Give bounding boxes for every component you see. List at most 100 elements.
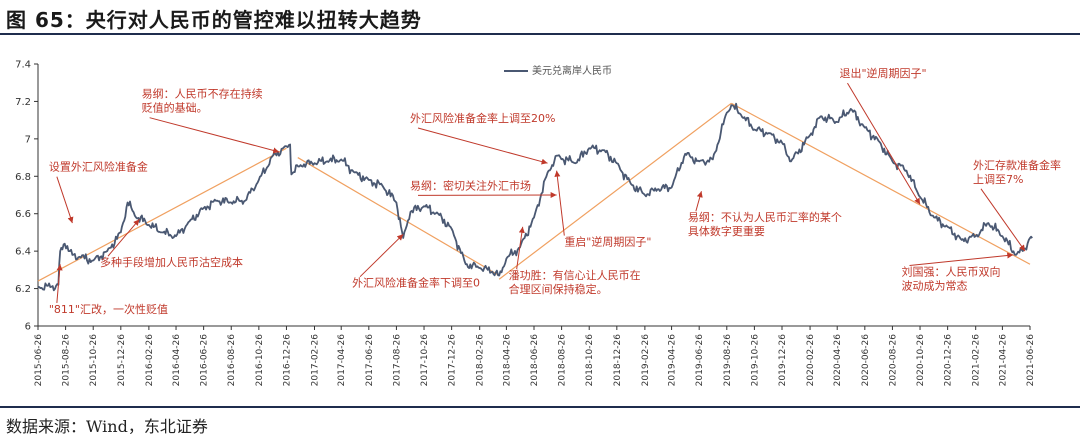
source-note: 数据来源：Wind，东北证券 bbox=[6, 417, 208, 436]
x-tick-label: 2017-04-26 bbox=[337, 334, 347, 387]
annotation: 外汇风险准备金率上调至20% bbox=[410, 111, 555, 165]
annotation-text: 合理区间保持稳定。 bbox=[509, 282, 608, 296]
x-tick-label: 2020-12-26 bbox=[944, 334, 954, 387]
x-tick-label: 2015-06-26 bbox=[34, 334, 44, 387]
x-tick-label: 2016-10-26 bbox=[255, 334, 265, 387]
annotation-arrow bbox=[359, 233, 404, 278]
y-tick-label: 7.2 bbox=[15, 97, 31, 108]
annotation-text: 外汇风险准备金率下调至0 bbox=[352, 276, 480, 290]
annotation: 重启"逆周期因子" bbox=[554, 170, 651, 249]
x-tick-label: 2020-04-26 bbox=[833, 334, 843, 387]
x-tick-label: 2017-02-26 bbox=[311, 334, 321, 387]
series-line bbox=[37, 102, 1033, 292]
x-tick-label: 2017-06-26 bbox=[365, 334, 375, 387]
trend-line bbox=[731, 102, 1031, 265]
bottom-rule bbox=[0, 406, 1080, 408]
annotation-text: 退出"逆周期因子" bbox=[839, 66, 926, 80]
top-rule bbox=[0, 33, 1080, 35]
x-tick-label: 2020-06-26 bbox=[861, 334, 871, 387]
annotation: "811"汇改，一次性贬值 bbox=[49, 264, 168, 316]
annotation-arrow bbox=[149, 117, 280, 154]
annotation: 设置外汇风险准备金 bbox=[49, 160, 148, 224]
annotation-text: 刘国强：人民币双向 bbox=[901, 264, 1000, 278]
annotation: 多种手段增加人民币沽空成本 bbox=[100, 219, 243, 269]
annotation-text: 易纲：人民币不存在持续 bbox=[142, 87, 263, 101]
annotation-text: 易纲：密切关注外汇市场 bbox=[410, 178, 531, 192]
y-tick-label: 6.2 bbox=[15, 284, 31, 295]
x-tick-label: 2016-02-26 bbox=[145, 334, 155, 387]
x-tick-label: 2020-08-26 bbox=[888, 334, 898, 387]
annotation-arrow bbox=[847, 82, 921, 205]
x-tick-label: 2020-10-26 bbox=[916, 334, 926, 387]
x-tick-label: 2018-06-26 bbox=[530, 334, 540, 387]
annotation-arrow bbox=[516, 226, 525, 270]
x-tick-label: 2016-08-26 bbox=[227, 334, 237, 387]
trend-line bbox=[37, 147, 287, 282]
annotation-text: 易纲：不认为人民币汇率的某个 bbox=[688, 210, 842, 224]
annotation-arrow bbox=[695, 191, 703, 212]
y-tick-label: 6.8 bbox=[15, 172, 31, 183]
x-axis: 2015-06-26 2015-08-26 2015-10-26 2015-12-26… bbox=[34, 325, 1036, 387]
x-tick-label: 2017-10-26 bbox=[420, 334, 430, 387]
annotation-arrow bbox=[909, 252, 1014, 266]
x-tick-label: 2019-08-26 bbox=[723, 334, 733, 387]
x-tick-label: 2016-04-26 bbox=[172, 334, 182, 387]
annotation: 退出"逆周期因子" bbox=[839, 66, 927, 205]
annotation-text: 波动成为常态 bbox=[901, 279, 967, 292]
x-tick-label: 2019-02-26 bbox=[641, 334, 651, 387]
x-tick-label: 2019-04-26 bbox=[668, 334, 678, 387]
annotation: 易纲：密切关注外汇市场 bbox=[410, 178, 557, 199]
x-tick-label: 2017-12-26 bbox=[448, 334, 458, 387]
annotation-text: 贬值的基础。 bbox=[142, 101, 208, 115]
annotation-text: 外汇风险准备金率上调至20% bbox=[410, 111, 555, 125]
annotation-arrow bbox=[56, 176, 74, 224]
x-tick-label: 2021-04-26 bbox=[998, 334, 1008, 387]
annotation-arrow bbox=[554, 170, 565, 236]
annotation-arrow bbox=[56, 264, 63, 303]
x-tick-label: 2015-08-26 bbox=[62, 334, 72, 387]
annotation-text: 潘功胜：有信心让人民币在 bbox=[509, 268, 641, 282]
annotation-arrow bbox=[417, 127, 548, 165]
trend-line bbox=[498, 102, 732, 280]
x-tick-label: 2018-10-26 bbox=[585, 334, 595, 387]
x-tick-label: 2019-06-26 bbox=[695, 334, 705, 387]
annotation-text: 多种手段增加人民币沽空成本 bbox=[100, 255, 243, 269]
y-tick-label: 6 bbox=[25, 322, 31, 333]
y-tick-label: 7.4 bbox=[15, 60, 31, 71]
annotation: 外汇风险准备金率下调至0 bbox=[352, 233, 480, 290]
y-axis: 6 6.2 6.4 6.6 6.8 7 7.2 7.4 bbox=[15, 60, 39, 333]
trend-lines bbox=[37, 102, 1031, 282]
y-tick-label: 6.6 bbox=[15, 209, 31, 220]
annotation-text: 重启"逆周期因子" bbox=[564, 235, 651, 249]
x-tick-label: 2021-02-26 bbox=[972, 334, 982, 387]
x-tick-label: 2021-06-26 bbox=[1026, 334, 1036, 387]
series-layer bbox=[37, 102, 1033, 292]
legend-label: 美元兑离岸人民币 bbox=[532, 64, 612, 77]
annotation-text: 外汇存款准备金率 bbox=[973, 158, 1061, 172]
x-tick-label: 2019-12-26 bbox=[778, 334, 788, 387]
annotation-text: 上调至7% bbox=[973, 173, 1023, 186]
x-tick-label: 2017-08-26 bbox=[392, 334, 402, 387]
legend: 美元兑离岸人民币 bbox=[504, 64, 612, 77]
annotation-arrow bbox=[107, 219, 140, 257]
annotation-text: 具体数字更重要 bbox=[688, 224, 765, 238]
annotation-arrow bbox=[980, 188, 1026, 252]
x-tick-label: 2018-12-26 bbox=[613, 334, 623, 387]
title-bar: 图 65：央行对人民币的管控难以扭转大趋势 bbox=[0, 0, 1080, 34]
y-tick-label: 6.4 bbox=[15, 247, 31, 258]
annotation-text: 设置外汇风险准备金 bbox=[49, 160, 148, 174]
x-tick-label: 2018-08-26 bbox=[558, 334, 568, 387]
x-tick-label: 2019-10-26 bbox=[750, 334, 760, 387]
x-tick-label: 2016-12-26 bbox=[282, 334, 292, 387]
x-tick-label: 2015-12-26 bbox=[117, 334, 127, 387]
x-tick-label: 2018-02-26 bbox=[476, 334, 486, 387]
y-tick-label: 7 bbox=[25, 134, 31, 145]
figure-title: 图 65：央行对人民币的管控难以扭转大趋势 bbox=[6, 8, 422, 32]
x-tick-label: 2015-10-26 bbox=[89, 334, 99, 387]
x-tick-label: 2016-06-26 bbox=[200, 334, 210, 387]
